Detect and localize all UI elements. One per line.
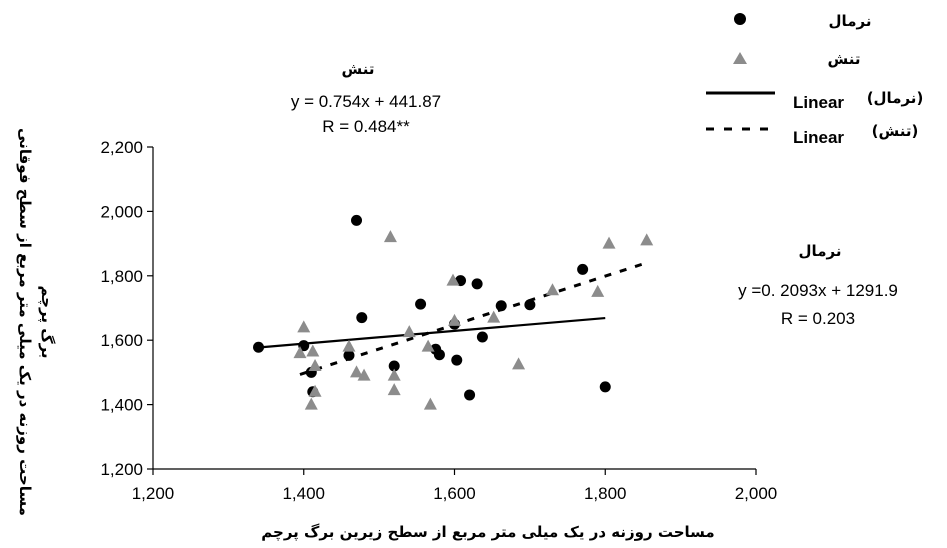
- data-point-stress: [402, 325, 416, 338]
- y-tick-label: 2,200: [100, 138, 143, 157]
- data-point-normal: [451, 354, 463, 366]
- y-tick-label: 2,000: [100, 202, 143, 221]
- data-point-stress: [591, 284, 605, 297]
- data-point-stress: [350, 365, 364, 378]
- x-tick-label: 1,400: [282, 484, 325, 503]
- data-point-normal: [495, 300, 507, 312]
- data-point-stress: [293, 346, 307, 359]
- x-axis-label: مساحت روزنه در یک میلی متر مربع از سطح ز…: [261, 523, 714, 542]
- data-point-normal: [343, 349, 355, 361]
- data-point-normal: [253, 341, 265, 353]
- y-tick-label: 1,200: [100, 460, 143, 479]
- legend-stress-label: تنش: [828, 50, 861, 68]
- legend-linear-normal-note: (نرمال): [867, 89, 924, 107]
- stress-r-value: R = 0.484**: [322, 117, 410, 136]
- legend-linear-stress: Linear: [793, 128, 844, 147]
- data-point-stress: [423, 397, 437, 410]
- stress-equation: y = 0.754x + 441.87: [291, 92, 441, 111]
- y-tick-label: 1,600: [100, 331, 143, 350]
- y-axis-label-line2: برگ پرچم: [37, 285, 56, 358]
- x-ticks: 1,200 1,400 1,600 1,800 2,000: [132, 469, 778, 503]
- legend-normal-label: نرمال: [829, 12, 872, 30]
- data-point-stress: [297, 320, 311, 333]
- data-point-normal: [464, 389, 476, 401]
- data-point-stress: [487, 310, 501, 323]
- data-point-stress: [446, 273, 460, 286]
- data-point-stress: [304, 397, 318, 410]
- data-point-stress: [387, 383, 401, 396]
- y-axis-label: مساحت روزنه در یک میلی متر مربع از سطح ف…: [16, 128, 34, 516]
- normal-annotation-title: نرمال: [799, 242, 842, 260]
- data-point-normal: [415, 298, 427, 310]
- y-tick-label: 1,400: [100, 396, 143, 415]
- data-point-stress: [387, 368, 401, 381]
- y-tick-label: 1,800: [100, 267, 143, 286]
- trendline-normal: [258, 316, 606, 349]
- data-point-stress: [342, 339, 356, 352]
- data-point-stress: [308, 358, 322, 371]
- data-point-normal: [351, 214, 363, 226]
- data-point-stress: [306, 344, 320, 357]
- legend-linear-stress-note: (تنش): [872, 122, 919, 140]
- data-point-stress: [512, 357, 526, 370]
- y-ticks: 1,200 1,400 1,600 1,800 2,000 2,200: [100, 138, 153, 479]
- data-point-stress: [640, 233, 654, 246]
- data-point-normal: [471, 278, 483, 290]
- legend: نرمال تنش Linear (نرمال) Linear (تنش): [706, 12, 923, 147]
- y-axis-label-line1: مساحت روزنه در یک میلی متر مربع از سطح ف…: [16, 128, 34, 516]
- trendlines: [258, 261, 648, 376]
- data-point-stress: [545, 283, 559, 296]
- x-tick-label: 1,200: [132, 484, 175, 503]
- data-point-normal: [388, 360, 400, 372]
- x-tick-label: 1,800: [584, 484, 627, 503]
- stress-annotation-title: تنش: [342, 60, 375, 78]
- data-point-normal: [577, 263, 589, 275]
- data-point-normal: [476, 331, 488, 343]
- x-tick-label: 2,000: [735, 484, 778, 503]
- data-point-normal: [524, 299, 536, 311]
- y-axis-label-2: برگ پرچم: [37, 285, 56, 358]
- data-point-stress: [357, 368, 371, 381]
- data-point-stress: [308, 384, 322, 397]
- normal-r-value: R = 0.203: [781, 309, 855, 328]
- data-point-normal: [356, 312, 368, 324]
- data-point-stress: [421, 339, 435, 352]
- x-tick-label: 1,600: [433, 484, 476, 503]
- normal-equation: y =0. 2093x + 1291.9: [738, 281, 898, 300]
- legend-linear-normal: Linear: [793, 93, 844, 112]
- data-point-normal: [433, 349, 445, 361]
- data-points: [253, 214, 654, 410]
- plot-area: 1,200 1,400 1,600 1,800 2,000 1,200 1,400 1,60…: [100, 138, 777, 503]
- data-point-stress: [602, 236, 616, 249]
- data-point-stress: [448, 313, 461, 326]
- data-point-normal: [599, 381, 611, 393]
- legend-stress-marker: [733, 52, 747, 64]
- data-point-stress: [383, 230, 397, 243]
- legend-normal-marker: [734, 13, 746, 25]
- trendline-stress: [299, 261, 648, 376]
